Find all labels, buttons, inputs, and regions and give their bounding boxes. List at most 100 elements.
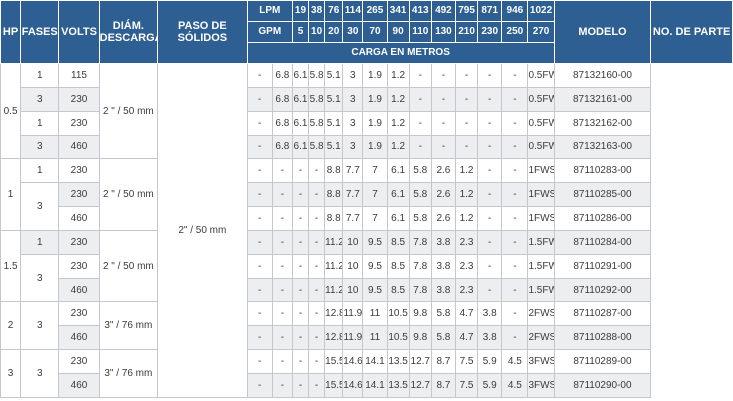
carga-cell: 15.5 — [324, 372, 344, 399]
gpm-value: 210 — [454, 21, 479, 43]
carga-cell: - — [271, 301, 293, 327]
carga-cell: - — [408, 134, 432, 160]
table-row: 0.5 1 115 2 " / 50 mm 2" / 50 mm -6.8 6.1 5.8 5.… — [0, 62, 733, 398]
fases-cell: 3 — [20, 349, 60, 398]
modelo-cell: 2FWS4603-0302 — [527, 325, 555, 351]
carga-cell: 10 — [342, 277, 364, 303]
carga-cell: 7 — [362, 206, 388, 231]
carga-cell: - — [501, 325, 529, 351]
carga-cell: 1.2 — [454, 182, 479, 208]
table-row: 1 1 230 2 " / 50 mm - - - -8.8 7.7 7 6.1 5.8 2.6 1.2-… — [0, 158, 733, 231]
carga-cell: 5.1 — [324, 110, 344, 136]
carga-cell: 5.9 — [477, 349, 503, 374]
carga-cell: - — [501, 86, 529, 112]
carga-cell: 13.5 — [386, 349, 410, 374]
gpm-value: 20 — [324, 21, 344, 43]
carga-cell: 8.5 — [386, 229, 410, 255]
modelo-cell: 2FWS2303-0302 — [527, 301, 555, 327]
modelo-cell: 0.5FWS1151-0202 — [527, 63, 555, 88]
fases-cell: 3 — [20, 182, 60, 231]
carga-cell: - — [454, 110, 479, 136]
carga-cell: 4.7 — [454, 325, 479, 351]
carga-cell: 14.1 — [362, 372, 388, 399]
carga-cell: - — [308, 253, 326, 279]
hp-cell: 3 — [0, 349, 22, 398]
carga-cell: 8.7 — [430, 349, 456, 374]
carga-cell: 7.8 — [408, 253, 432, 279]
gpm-value: 70 — [362, 21, 388, 43]
carga-cell: - — [454, 134, 479, 160]
modelo-cell: 1.5FWS2303-0202 — [527, 253, 555, 279]
header-no-parte: NO. DE PARTE — [650, 0, 733, 64]
carga-cell: 2.6 — [430, 158, 456, 184]
carga-cell: 12.7 — [408, 349, 432, 374]
carga-cell: - — [430, 110, 456, 136]
header-fases: FASES — [20, 0, 60, 64]
volts-cell: 115 — [58, 63, 100, 88]
carga-cell: - — [246, 86, 273, 112]
gpm-value: 270 — [527, 21, 555, 43]
carga-cell: - — [501, 206, 529, 231]
gpm-value: 110 — [408, 21, 432, 43]
carga-cell: - — [477, 206, 503, 231]
carga-cell: 12.7 — [408, 372, 432, 399]
descarga-cell: 2 " / 50 mm — [98, 62, 159, 160]
lpm-value: 341 — [386, 0, 410, 22]
fases-cell: 1 — [20, 229, 60, 255]
carga-cell: 4.7 — [454, 301, 479, 327]
no-parte-cell: 87110289-00 — [553, 349, 652, 374]
carga-cell: 8.8 — [324, 182, 344, 208]
carga-cell: 1.9 — [362, 63, 388, 88]
carga-cell: - — [246, 253, 273, 279]
carga-cell: - — [501, 182, 529, 208]
carga-cell: 13.5 — [386, 372, 410, 399]
hp-cell: 0.5 — [0, 62, 22, 160]
fases-cell: 1 — [20, 63, 60, 88]
carga-cell: 14.6 — [342, 349, 364, 374]
volts-cell: 230 — [58, 253, 100, 279]
carga-cell: - — [271, 206, 293, 231]
carga-cell: 5.8 — [408, 158, 432, 184]
carga-cell: - — [501, 277, 529, 303]
gpm-value: 90 — [386, 21, 410, 43]
modelo-cell: 1.5FWS4603-0202 — [527, 277, 555, 303]
carga-cell: 5.8 — [308, 110, 326, 136]
volts-cell: 460 — [58, 206, 100, 231]
carga-cell: - — [271, 277, 293, 303]
carga-cell: - — [246, 277, 273, 303]
modelo-cell: 1FWS2301-0202 — [527, 158, 555, 184]
carga-cell: 6.8 — [271, 63, 293, 88]
carga-cell: 3.8 — [477, 325, 503, 351]
header-modelo: MODELO — [553, 0, 652, 64]
carga-cell: 1.9 — [362, 110, 388, 136]
carga-cell: 6.1 — [291, 110, 310, 136]
carga-cell: - — [291, 372, 310, 399]
gpm-value: 30 — [342, 21, 364, 43]
no-parte-cell: 87110285-00 — [553, 182, 652, 208]
carga-cell: - — [477, 182, 503, 208]
carga-cell: - — [271, 349, 293, 374]
header-paso-solidos: PASO DE SÓLIDOS — [157, 0, 248, 64]
fases-cell: 3 — [20, 253, 60, 303]
carga-cell: 2.6 — [430, 182, 456, 208]
no-parte-cell: 87110284-00 — [553, 229, 652, 255]
modelo-cell: 1FWS4603-0202 — [527, 206, 555, 231]
carga-cell: 5.8 — [308, 86, 326, 112]
carga-cell: - — [308, 349, 326, 374]
carga-cell: 8.8 — [324, 206, 344, 231]
carga-cell: - — [291, 158, 310, 184]
carga-cell: 1.2 — [386, 63, 410, 88]
hp-cell: 2 — [0, 301, 22, 351]
header-hp: HP — [0, 0, 22, 64]
no-parte-cell: 87132160-00 — [553, 63, 652, 88]
no-parte-cell: 87110290-00 — [553, 372, 652, 399]
volts-cell: 460 — [58, 277, 100, 303]
carga-cell: 3.8 — [477, 301, 503, 327]
modelo-cell: 3FWS2303-0302 — [527, 349, 555, 374]
carga-cell: 7.7 — [342, 206, 364, 231]
carga-cell: - — [308, 158, 326, 184]
no-parte-cell: 87110287-00 — [553, 301, 652, 327]
carga-cell: - — [408, 86, 432, 112]
carga-cell: 11 — [362, 301, 388, 327]
carga-cell: - — [501, 229, 529, 255]
